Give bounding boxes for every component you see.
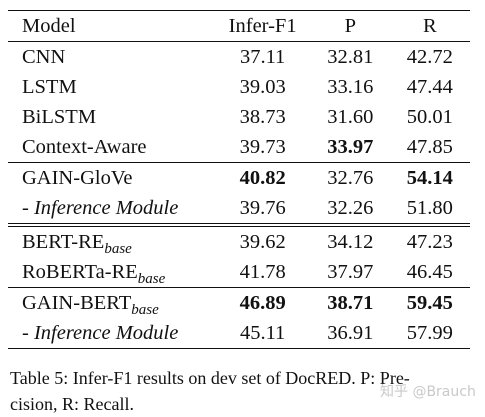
table-row: BiLSTM 38.73 31.60 50.01 — [8, 102, 470, 132]
row-p: 32.81 — [327, 46, 374, 68]
row-f1: 37.11 — [239, 46, 286, 68]
row-model: RoBERTa-REbase — [8, 257, 214, 288]
caption-line-2: cision, R: Recall. — [10, 394, 134, 414]
row-r: 46.45 — [406, 261, 453, 283]
row-model: BERT-REbase — [8, 225, 214, 257]
row-f1: 38.73 — [239, 106, 286, 128]
table-row: LSTM 39.03 33.16 47.44 — [8, 72, 470, 102]
model-subscript: base — [104, 241, 132, 257]
model-name: GAIN-BERT — [22, 292, 132, 314]
row-f1: 39.03 — [239, 76, 286, 98]
row-r: 57.99 — [406, 322, 453, 344]
table-row: - Inference Module 39.76 32.26 51.80 — [8, 193, 470, 225]
table-row: Context-Aware 39.73 33.97 47.85 — [8, 132, 470, 163]
row-r: 42.72 — [406, 46, 453, 68]
table-row: BERT-REbase 39.62 34.12 47.23 — [8, 225, 470, 257]
model-name: RoBERTa-RE — [22, 261, 138, 283]
header-model: Model — [22, 15, 76, 37]
row-r: 47.44 — [406, 76, 453, 98]
row-r: 51.80 — [406, 197, 453, 219]
results-table: Model Infer-F1 P R CNN 37.11 32.81 42.72… — [8, 10, 470, 349]
row-f1-best: 46.89 — [239, 292, 286, 314]
row-f1-best: 40.82 — [239, 167, 286, 189]
table-row: GAIN-BERTbase 46.89 38.71 59.45 — [8, 287, 470, 319]
table-row: - Inference Module 45.11 36.91 57.99 — [8, 318, 470, 349]
row-r: 47.85 — [406, 136, 453, 158]
row-r-best: 54.14 — [406, 167, 453, 189]
caption-line-1: Table 5: Infer-F1 results on dev set of … — [10, 368, 410, 388]
row-p: 34.12 — [327, 231, 374, 253]
row-model: - Inference Module — [22, 197, 179, 219]
watermark: 知乎 @Brauch — [380, 384, 476, 400]
table-row: RoBERTa-REbase 41.78 37.97 46.45 — [8, 257, 470, 288]
table-caption: Table 5: Infer-F1 results on dev set of … — [10, 365, 480, 417]
row-model: BiLSTM — [22, 106, 97, 128]
row-f1: 41.78 — [239, 261, 286, 283]
row-f1: 45.11 — [239, 322, 286, 344]
row-f1: 39.73 — [239, 136, 286, 158]
row-p: 32.76 — [327, 167, 374, 189]
row-p: 32.26 — [327, 197, 374, 219]
row-f1: 39.62 — [239, 231, 286, 253]
row-p-best: 38.71 — [327, 292, 374, 314]
header-infer-f1: Infer-F1 — [228, 15, 297, 37]
row-model: Context-Aware — [22, 136, 147, 158]
row-p: 37.97 — [327, 261, 374, 283]
row-model: GAIN-GloVe — [22, 167, 133, 189]
table-row: CNN 37.11 32.81 42.72 — [8, 42, 470, 73]
row-p: 31.60 — [327, 106, 374, 128]
row-r: 47.23 — [406, 231, 453, 253]
row-p-best: 33.97 — [327, 136, 374, 158]
row-model: LSTM — [22, 76, 77, 98]
header-recall: R — [422, 15, 437, 37]
model-subscript: base — [137, 271, 166, 287]
table-row: GAIN-GloVe 40.82 32.76 54.14 — [8, 162, 470, 194]
model-name: BERT-RE — [22, 231, 105, 253]
row-f1: 39.76 — [239, 197, 286, 219]
table-header-row: Model Infer-F1 P R — [8, 10, 470, 42]
model-subscript: base — [131, 302, 159, 318]
header-precision: P — [344, 15, 357, 37]
row-p: 33.16 — [327, 76, 374, 98]
row-model: - Inference Module — [22, 322, 179, 344]
row-model: CNN — [22, 46, 66, 68]
row-model: GAIN-BERTbase — [8, 288, 214, 319]
row-p: 36.91 — [327, 322, 374, 344]
row-r-best: 59.45 — [406, 292, 453, 314]
row-r: 50.01 — [406, 106, 453, 128]
